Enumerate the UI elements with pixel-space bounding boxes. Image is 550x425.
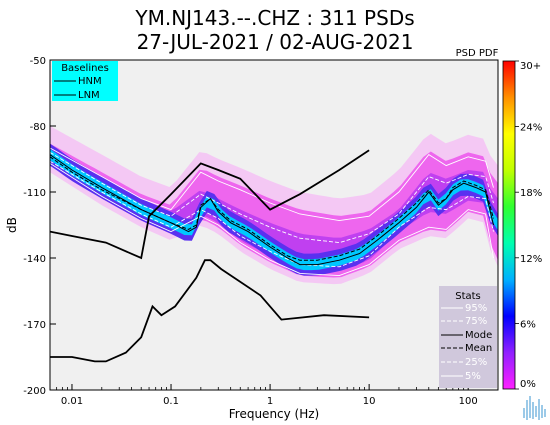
y-tick-label: -50 (30, 56, 46, 67)
axes: 0.01 0.1 1 10 100 -200 -170 -140 -110 -80 -50 (23, 56, 499, 407)
series-95pct (50, 147, 494, 222)
legend-hnm-label: HNM (78, 76, 102, 87)
chart-subtitle: 27-JUL-2021 / 02-AUG-2021 (136, 30, 414, 54)
colorbar-ticks: 0% 6% 12% 18% 24% 30+ (515, 60, 542, 390)
x-tick-label: 0.01 (61, 396, 83, 407)
series-75pct (50, 152, 494, 244)
legend-mode-label: Mode (465, 330, 492, 341)
y-tick-label: -80 (30, 122, 46, 133)
x-axis-label: Frequency (Hz) (229, 407, 320, 421)
curves (50, 147, 494, 363)
x-tick-label: 10 (363, 396, 376, 407)
series-25pct (50, 160, 494, 268)
legend-95-label: 95% (465, 303, 487, 314)
x-tick-label: 1 (267, 396, 273, 407)
colorbar-tick-label: 0% (520, 379, 536, 390)
legend-75-label: 75% (465, 316, 487, 327)
stats-legend-box (439, 286, 497, 388)
y-axis-label: dB (5, 217, 19, 233)
stats-legend-title: Stats (455, 291, 481, 302)
legend-25-label: 25% (465, 357, 487, 368)
legend-mean-label: Mean (465, 343, 492, 354)
y-tick-label: -170 (23, 320, 46, 331)
y-tick-label: -200 (23, 386, 46, 397)
baselines-legend-title: Baselines (61, 63, 109, 74)
series-mean (50, 156, 494, 261)
colorbar-tick-label: 18% (520, 188, 542, 199)
baselines-legend: Baselines HNM LNM (52, 61, 118, 101)
colorbar-tick-label: 24% (520, 123, 542, 134)
legend-lnm-label: LNM (78, 90, 100, 101)
plot-frame (49, 59, 499, 391)
x-tick-label: 100 (459, 396, 478, 407)
colorbar-tick-label: 12% (520, 254, 542, 265)
colorbar-title: PSD PDF (456, 48, 499, 59)
colorbar-tick-label: 6% (520, 319, 536, 330)
colorbar (502, 60, 516, 390)
legend-5-label: 5% (465, 371, 481, 382)
y-tick-label: -140 (23, 254, 46, 265)
series-lnm (50, 259, 370, 363)
series-mode (50, 154, 494, 266)
y-tick-label: -110 (23, 188, 46, 199)
waveform-logo (523, 396, 546, 420)
x-tick-label: 0.1 (163, 396, 179, 407)
colorbar-tick-label: 30+ (520, 61, 541, 72)
series-5pct (50, 163, 494, 277)
stats-legend: Stats 95% 75% Mode Mean 25% 5% (439, 286, 497, 388)
pdf-band-core (50, 143, 498, 276)
series-hnm (50, 149, 370, 260)
chart-title: YM.NJ143.--.CHZ : 311 PSDs (135, 6, 415, 30)
